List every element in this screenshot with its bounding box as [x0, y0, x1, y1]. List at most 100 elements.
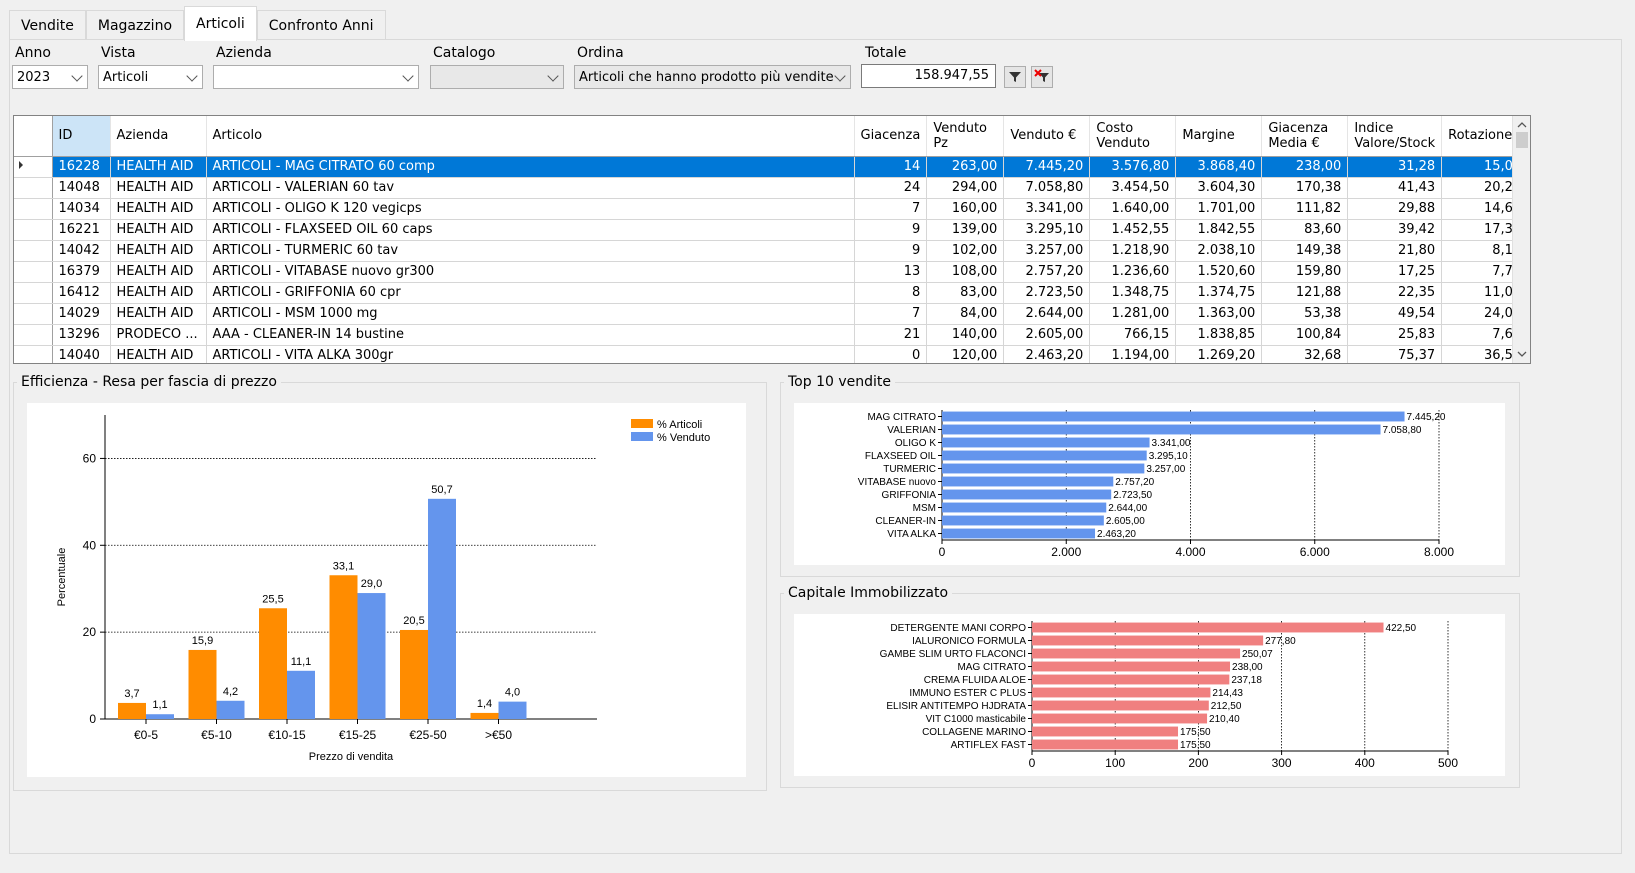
table-cell[interactable]: 108,00: [926, 261, 1005, 283]
table-cell[interactable]: 1.194,00: [1089, 345, 1177, 363]
table-cell[interactable]: 121,88: [1261, 282, 1349, 304]
table-row[interactable]: 14029 HEALTH AID ARTICOLI - MSM 1000 mg 7 84…: [14, 303, 1529, 325]
table-cell[interactable]: ARTICOLI - OLIGO K 120 vegicps: [206, 198, 855, 220]
table-cell[interactable]: 53,38: [1261, 303, 1349, 325]
row-header[interactable]: [14, 198, 53, 220]
table-cell[interactable]: 13296: [52, 324, 111, 346]
table-cell[interactable]: HEALTH AID: [110, 345, 207, 363]
col-header-articolo[interactable]: Articolo: [206, 116, 855, 157]
table-cell[interactable]: 139,00: [926, 219, 1005, 241]
table-vertical-scrollbar[interactable]: [1512, 116, 1530, 363]
tab-vendite[interactable]: Vendite: [9, 10, 86, 40]
table-cell[interactable]: 32,68: [1261, 345, 1349, 363]
table-cell[interactable]: 159,80: [1261, 261, 1349, 283]
table-cell[interactable]: HEALTH AID: [110, 177, 207, 199]
tab-confronto-anni[interactable]: Confronto Anni: [256, 10, 386, 40]
table-cell[interactable]: 49,54: [1347, 303, 1443, 325]
table-cell[interactable]: 1.520,60: [1175, 261, 1263, 283]
table-cell[interactable]: 7: [854, 198, 928, 220]
table-cell[interactable]: AAA - CLEANER-IN 14 bustine: [206, 324, 855, 346]
table-cell[interactable]: 1.269,20: [1175, 345, 1263, 363]
col-header-costo-venduto[interactable]: Costo Venduto: [1089, 116, 1177, 157]
table-cell[interactable]: 75,37: [1347, 345, 1443, 363]
catalogo-select[interactable]: [430, 65, 564, 89]
table-cell[interactable]: 3.454,50: [1089, 177, 1177, 199]
ordina-select[interactable]: Articoli che hanno prodotto più vendite: [574, 65, 851, 89]
table-cell[interactable]: 7.058,80: [1003, 177, 1091, 199]
vista-select[interactable]: Articoli: [98, 65, 203, 89]
table-cell[interactable]: 3.576,80: [1089, 156, 1177, 178]
table-cell[interactable]: 16412: [52, 282, 111, 304]
table-cell[interactable]: HEALTH AID: [110, 303, 207, 325]
table-cell[interactable]: 3.604,30: [1175, 177, 1263, 199]
table-cell[interactable]: 16379: [52, 261, 111, 283]
col-header-giacenza[interactable]: Giacenza: [854, 116, 928, 157]
table-cell[interactable]: HEALTH AID: [110, 219, 207, 241]
table-cell[interactable]: ARTICOLI - MSM 1000 mg: [206, 303, 855, 325]
table-cell[interactable]: 9: [854, 240, 928, 262]
scroll-up-icon[interactable]: [1513, 118, 1531, 132]
row-header[interactable]: [14, 156, 53, 178]
table-cell[interactable]: 294,00: [926, 177, 1005, 199]
table-cell[interactable]: 14042: [52, 240, 111, 262]
table-cell[interactable]: 14034: [52, 198, 111, 220]
table-cell[interactable]: ARTICOLI - VITA ALKA 300gr: [206, 345, 855, 363]
row-header[interactable]: [14, 261, 53, 283]
clear-filter-button[interactable]: [1031, 66, 1053, 88]
tab-magazzino[interactable]: Magazzino: [85, 10, 185, 40]
table-cell[interactable]: 8: [854, 282, 928, 304]
table-cell[interactable]: 100,84: [1261, 324, 1349, 346]
table-cell[interactable]: 0: [854, 345, 928, 363]
row-header[interactable]: [14, 324, 53, 346]
table-cell[interactable]: HEALTH AID: [110, 156, 207, 178]
table-cell[interactable]: 25,83: [1347, 324, 1443, 346]
table-cell[interactable]: 21,80: [1347, 240, 1443, 262]
table-cell[interactable]: 14048: [52, 177, 111, 199]
table-cell[interactable]: 1.838,85: [1175, 324, 1263, 346]
table-cell[interactable]: 84,00: [926, 303, 1005, 325]
azienda-select[interactable]: [213, 65, 419, 89]
table-cell[interactable]: 1.374,75: [1175, 282, 1263, 304]
table-row[interactable]: 16221 HEALTH AID ARTICOLI - FLAXSEED OIL 6…: [14, 219, 1529, 241]
table-cell[interactable]: 14029: [52, 303, 111, 325]
table-cell[interactable]: ARTICOLI - VITABASE nuovo gr300: [206, 261, 855, 283]
table-cell[interactable]: 1.842,55: [1175, 219, 1263, 241]
table-cell[interactable]: 1.701,00: [1175, 198, 1263, 220]
table-cell[interactable]: 39,42: [1347, 219, 1443, 241]
table-cell[interactable]: 3.868,40: [1175, 156, 1263, 178]
table-cell[interactable]: 2.038,10: [1175, 240, 1263, 262]
table-row[interactable]: 13296 PRODECO ... AAA - CLEANER-IN 14 bust…: [14, 324, 1529, 346]
table-cell[interactable]: HEALTH AID: [110, 282, 207, 304]
table-row[interactable]: 16412 HEALTH AID ARTICOLI - GRIFFONIA 60 c…: [14, 282, 1529, 304]
table-row[interactable]: 14034 HEALTH AID ARTICOLI - OLIGO K 120 ve…: [14, 198, 1529, 220]
tab-articoli[interactable]: Articoli: [184, 6, 257, 41]
table-row[interactable]: 14048 HEALTH AID ARTICOLI - VALERIAN 60 ta…: [14, 177, 1529, 199]
table-cell[interactable]: 41,43: [1347, 177, 1443, 199]
table-cell[interactable]: 263,00: [926, 156, 1005, 178]
table-cell[interactable]: 22,35: [1347, 282, 1443, 304]
anno-select[interactable]: 2023: [12, 65, 88, 89]
table-cell[interactable]: 1.236,60: [1089, 261, 1177, 283]
table-cell[interactable]: 1.640,00: [1089, 198, 1177, 220]
table-cell[interactable]: 102,00: [926, 240, 1005, 262]
row-header[interactable]: [14, 345, 53, 363]
col-header-venduto-eur[interactable]: Venduto €: [1003, 116, 1091, 157]
table-cell[interactable]: 16221: [52, 219, 111, 241]
table-cell[interactable]: 1.452,55: [1089, 219, 1177, 241]
col-header-giacenza-media[interactable]: Giacenza Media €: [1261, 116, 1349, 157]
table-cell[interactable]: 1.218,90: [1089, 240, 1177, 262]
table-cell[interactable]: 83,60: [1261, 219, 1349, 241]
table-cell[interactable]: 170,38: [1261, 177, 1349, 199]
table-cell[interactable]: PRODECO ...: [110, 324, 207, 346]
row-header[interactable]: [14, 282, 53, 304]
table-row[interactable]: 14042 HEALTH AID ARTICOLI - TURMERIC 60 ta…: [14, 240, 1529, 262]
row-header[interactable]: [14, 219, 53, 241]
col-header-azienda[interactable]: Azienda: [110, 116, 207, 157]
table-cell[interactable]: 16228: [52, 156, 111, 178]
col-header-indice[interactable]: Indice Valore/Stock: [1347, 116, 1443, 157]
table-cell[interactable]: 24: [854, 177, 928, 199]
table-cell[interactable]: 2.723,50: [1003, 282, 1091, 304]
table-row[interactable]: 16228 HEALTH AID ARTICOLI - MAG CITRATO 60…: [14, 156, 1529, 178]
table-cell[interactable]: 13: [854, 261, 928, 283]
table-cell[interactable]: 29,88: [1347, 198, 1443, 220]
